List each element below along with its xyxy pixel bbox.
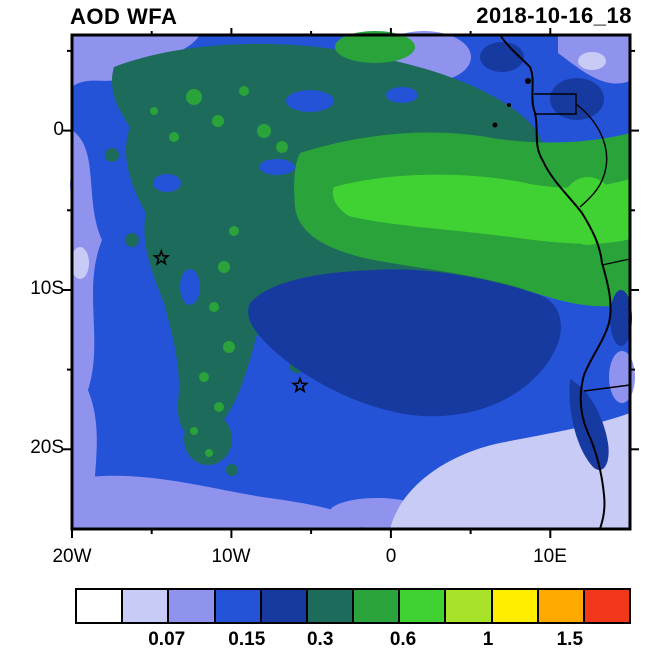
colorbar-tick-label: 0.6 [389, 629, 417, 650]
colorbar-cell [538, 590, 585, 622]
colorbar-cell [261, 590, 308, 622]
colorbar [75, 588, 631, 624]
colorbar-tick-label: 0.15 [228, 629, 266, 650]
colorbar-cell [215, 590, 262, 622]
map-frame [70, 33, 632, 531]
lat-tick-label-20s: 20S [30, 437, 64, 458]
lon-axis: 20W 10W 0 10E [0, 546, 650, 570]
colorbar-cell [400, 590, 447, 622]
lon-tick-label-0: 0 [385, 546, 397, 567]
colorbar-cell [123, 590, 170, 622]
lon-tick-label-10e: 10E [533, 546, 567, 567]
field-brightgreen-regions [332, 174, 630, 245]
colorbar-cell [446, 590, 493, 622]
plot-title: AOD WFA [70, 4, 178, 29]
colorbar-tick-label: 0.3 [306, 629, 334, 650]
colorbar-cell [492, 590, 539, 622]
field-blue-texture [153, 87, 418, 305]
coastline [499, 34, 612, 530]
lon-tick-label-20w: 20W [52, 546, 92, 567]
colorbar-cell [169, 590, 216, 622]
country-borders [534, 93, 631, 392]
colorbar-cell [77, 590, 124, 622]
colorbar-cell [354, 590, 401, 622]
colorbar-cell [584, 590, 630, 622]
colorbar-cell [307, 590, 355, 622]
colorbar-tick-label: 1.5 [556, 629, 584, 650]
plot-datetime: 2018-10-16_18 [476, 3, 632, 28]
colorbar-labels: 0.07 0.15 0.3 0.6 1 1.5 [75, 629, 631, 655]
lon-tick-label-10w: 10W [211, 546, 251, 567]
aod-map [63, 28, 639, 538]
field-lavender-regions [71, 52, 630, 529]
colorbar-tick-label: 1 [482, 629, 494, 650]
island-dots [492, 78, 531, 128]
lat-tick-label-0: 0 [53, 119, 64, 140]
lat-tick-label-10s: 10S [30, 278, 64, 299]
colorbar-tick-label: 0.07 [148, 629, 186, 650]
